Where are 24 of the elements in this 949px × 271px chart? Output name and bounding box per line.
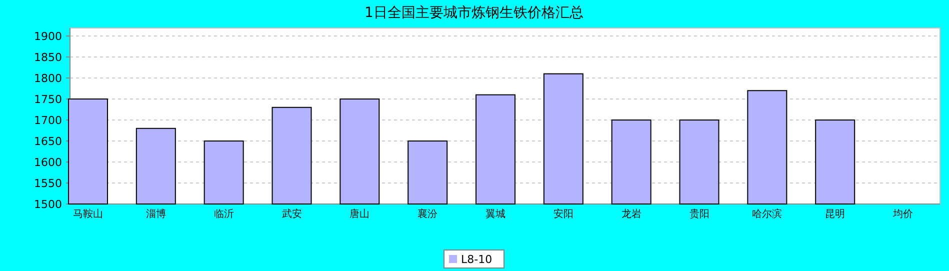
x-tick-label: 哈尔滨 — [752, 208, 782, 220]
x-tick-label: 武安 — [282, 208, 302, 220]
y-tick-label: 1550 — [34, 177, 62, 190]
x-tick-label: 龙岩 — [621, 208, 642, 220]
y-tick-label: 1700 — [34, 114, 62, 127]
legend-label: L8-10 — [461, 253, 492, 266]
x-tick-label: 唐山 — [350, 208, 370, 220]
y-tick-label: 1800 — [34, 72, 62, 85]
y-tick-label: 1650 — [34, 135, 62, 148]
y-tick-label: 1900 — [34, 30, 62, 43]
x-tick-label: 贵阳 — [689, 208, 710, 220]
x-tick-label: 襄汾 — [418, 208, 438, 220]
x-tick-label: 均价 — [892, 208, 913, 220]
y-tick-label: 1500 — [34, 198, 62, 211]
x-tick-label: 昆明 — [825, 209, 846, 220]
x-tick-label: 临沂 — [214, 208, 234, 220]
y-tick-label: 1750 — [34, 93, 62, 106]
chart-title: 1日全国主要城市炼钢生铁价格汇总 — [364, 5, 584, 21]
x-tick-label: 淄博 — [146, 208, 166, 220]
x-tick-label: 马鞍山 — [73, 208, 103, 220]
x-tick-label: 安阳 — [553, 208, 574, 220]
y-tick-label: 1600 — [34, 156, 62, 169]
x-tick-label: 翼城 — [486, 208, 506, 220]
y-tick-label: 1850 — [34, 51, 62, 64]
